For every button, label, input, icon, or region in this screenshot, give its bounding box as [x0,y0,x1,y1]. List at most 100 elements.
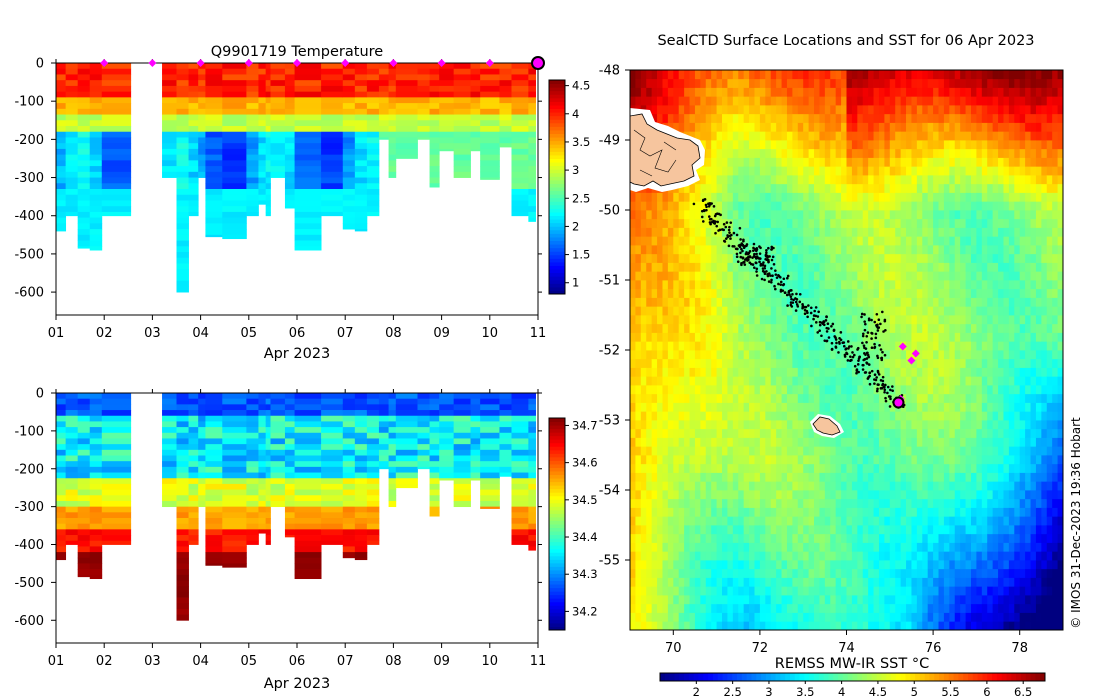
sst-cell [776,105,782,115]
section-cell [198,63,206,70]
sst-cell [749,525,755,535]
sst-cell [667,87,674,97]
section-cell [439,68,455,75]
section-cell [176,189,189,196]
sst-cell [678,402,685,412]
sst-cell [841,481,847,491]
sst-cell [678,245,685,255]
section-cell [188,160,199,167]
sst-cell [835,350,842,360]
sst-cell [705,236,712,246]
section-cell [188,200,199,207]
sst-cell [824,131,831,141]
section-cell [205,455,223,462]
sst-cell [819,297,826,307]
sst-cell [797,166,804,176]
sst-cell [738,420,745,430]
colorbar-swatch [549,587,565,592]
sst-cell [868,201,874,211]
sst-cell [743,306,750,316]
sst-cell [694,192,701,202]
sst-cell [640,437,647,447]
sst-cell [830,586,837,596]
section-cell [89,506,103,513]
sst-cell [651,507,658,517]
sst-cell [722,140,728,150]
section-cell [56,211,67,219]
sst-cell [711,175,717,185]
section-cell [366,68,380,75]
sst-cell [749,87,755,97]
sst-cell [716,148,723,158]
sst-cell [868,87,874,97]
sst-cell [694,201,701,211]
sst-cell [630,341,636,351]
section-cell [77,177,91,184]
sst-cell [770,192,777,202]
sst-cell [716,507,723,517]
section-cell [65,438,79,445]
sst-cell [640,236,647,246]
section-cell [511,518,529,525]
section-cell [439,80,455,87]
sst-cell [705,525,712,535]
sst-cell [857,455,864,465]
sst-cell [878,175,885,185]
sst-cell [640,568,647,578]
sst-cell [873,280,880,290]
sst-cell [667,192,674,202]
sst-cell [732,78,739,88]
section-cell [265,489,271,496]
sst-cell [824,533,831,543]
sst-cell [722,568,728,578]
sst-cell [732,105,739,115]
sst-cell [662,420,669,430]
sst-cell [673,498,680,508]
sst-cell [651,323,658,333]
sst-cell [749,306,755,316]
sst-cell [765,201,772,211]
section-cell [77,240,91,247]
sst-cell [824,201,831,211]
sst-cell [738,341,745,351]
section-cell [342,495,356,502]
sst-cell [738,498,745,508]
section-cell [366,495,380,502]
section-cell [176,500,189,508]
sst-cell [651,402,658,412]
sst-cell [830,183,837,193]
sst-cell [722,350,728,360]
sst-cell [722,481,728,491]
section-cell [354,495,368,502]
sst-cell [873,148,880,158]
section-cell [395,154,418,159]
section-cell [480,489,500,496]
sst-cell [878,131,885,141]
section-cell [429,427,440,434]
section-cell [270,126,286,133]
section-cell [480,160,500,167]
section-cell [89,404,103,411]
section-cell [388,478,397,485]
sst-cell [700,376,707,386]
sst-cell [770,603,777,613]
sst-cell [797,157,804,167]
sst-cell [830,551,837,561]
colorbar-tick-label: 1.5 [572,248,590,262]
sst-cell [878,446,885,456]
sst-cell [630,350,636,360]
sst-cell [662,96,669,106]
sst-cell [678,455,685,465]
sst-cell [732,595,739,605]
sst-cell [841,140,847,150]
section-cell [205,540,223,547]
sst-cell [630,437,636,447]
section-cell [246,189,259,196]
section-cell [453,63,471,70]
sst-cell [786,455,793,465]
section-cell [453,398,471,405]
sst-cell [700,297,707,307]
sst-cell [705,437,712,447]
sst-cell [711,192,717,202]
colorbar-swatch [549,531,565,536]
